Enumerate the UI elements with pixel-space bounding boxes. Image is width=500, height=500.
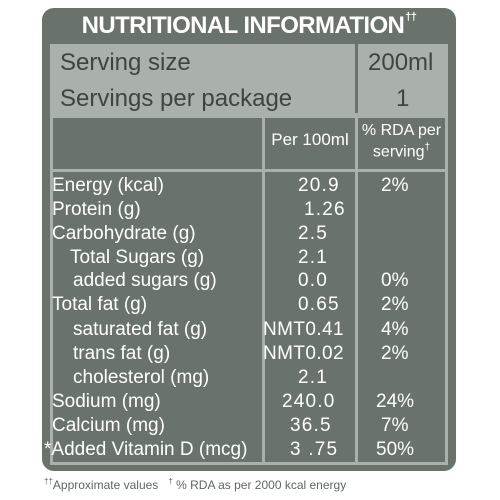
row-rda: 2% [381, 294, 409, 315]
rda-header: % RDA per serving† [358, 122, 445, 160]
row-rda: 50% [376, 439, 415, 460]
servings-per-package-row: Servings per package 1 [50, 80, 448, 118]
per-100ml-header: Per 100ml [271, 130, 349, 149]
row-per100: 0.65 [298, 294, 340, 315]
row-rda: 2% [381, 175, 409, 196]
row-per100: NMT0.02 [263, 343, 344, 364]
servings-per-package-value: 1 [396, 85, 410, 112]
serving-size-label: Serving size [60, 49, 191, 76]
row-rda: 24% [376, 391, 415, 412]
row-label: added sugars (g) [73, 270, 217, 291]
footnote-mark-1: †† [44, 477, 53, 486]
table-line [445, 113, 448, 465]
row-per100: 240.0 [282, 391, 336, 412]
row-label: trans fat (g) [73, 343, 171, 364]
footnote: ††Approximate values † % RDA as per 2000… [44, 477, 346, 492]
row-rda: 2% [381, 343, 409, 364]
row-label: cholesterol (mg) [73, 367, 210, 388]
rda-header-line2: serving† [358, 139, 445, 160]
serving-size-value: 200ml [368, 49, 434, 76]
row-label: *Added Vitamin D (mcg) [44, 439, 248, 460]
column-divider [355, 44, 358, 82]
table-line [50, 113, 448, 116]
row-rda: 0% [381, 270, 409, 291]
rda-header-serving: serving [372, 143, 425, 161]
title-mark: †† [405, 11, 417, 23]
row-per100: 3 .75 [290, 439, 339, 460]
footnote-mark-2: † [168, 477, 173, 486]
row-per100: 2.5 [298, 223, 329, 244]
row-per100: 0.0 [298, 270, 329, 291]
row-rda: 7% [381, 415, 409, 436]
row-label: Sodium (mg) [52, 391, 161, 412]
panel-title: NUTRITIONAL INFORMATION†† [42, 8, 456, 44]
servings-per-package-label: Servings per package [60, 85, 293, 112]
table-line [50, 462, 448, 465]
table-line [355, 113, 358, 465]
row-label: Total Sugars (g) [70, 247, 205, 268]
row-rda: 4% [381, 319, 409, 340]
row-label: Carbohydrate (g) [52, 223, 196, 244]
serving-size-row: Serving size 200ml [50, 44, 448, 82]
title-text: NUTRITIONAL INFORMATION [81, 12, 405, 39]
row-label: Protein (g) [52, 199, 141, 220]
table-line [262, 113, 265, 465]
table-line [50, 169, 448, 172]
footnote-text-1: Approximate values [52, 478, 159, 492]
row-per100: 1.26 [304, 199, 346, 220]
row-per100: 2.1 [298, 247, 329, 268]
row-label: Calcium (mg) [52, 415, 165, 436]
table-line [50, 113, 53, 465]
row-per100: 2.1 [298, 367, 329, 388]
footnote-text-2: % RDA as per 2000 kcal energy [176, 478, 347, 492]
rda-header-line1: % RDA per [361, 122, 442, 139]
row-label: saturated fat (g) [73, 319, 208, 340]
row-label: Energy (kcal) [52, 175, 164, 196]
row-per100: 20.9 [298, 175, 340, 196]
column-divider [355, 80, 358, 118]
row-per100: 36.5 [290, 415, 332, 436]
row-label: Total fat (g) [52, 294, 148, 315]
rda-header-mark: † [424, 142, 431, 153]
row-per100: NMT0.41 [263, 319, 344, 340]
